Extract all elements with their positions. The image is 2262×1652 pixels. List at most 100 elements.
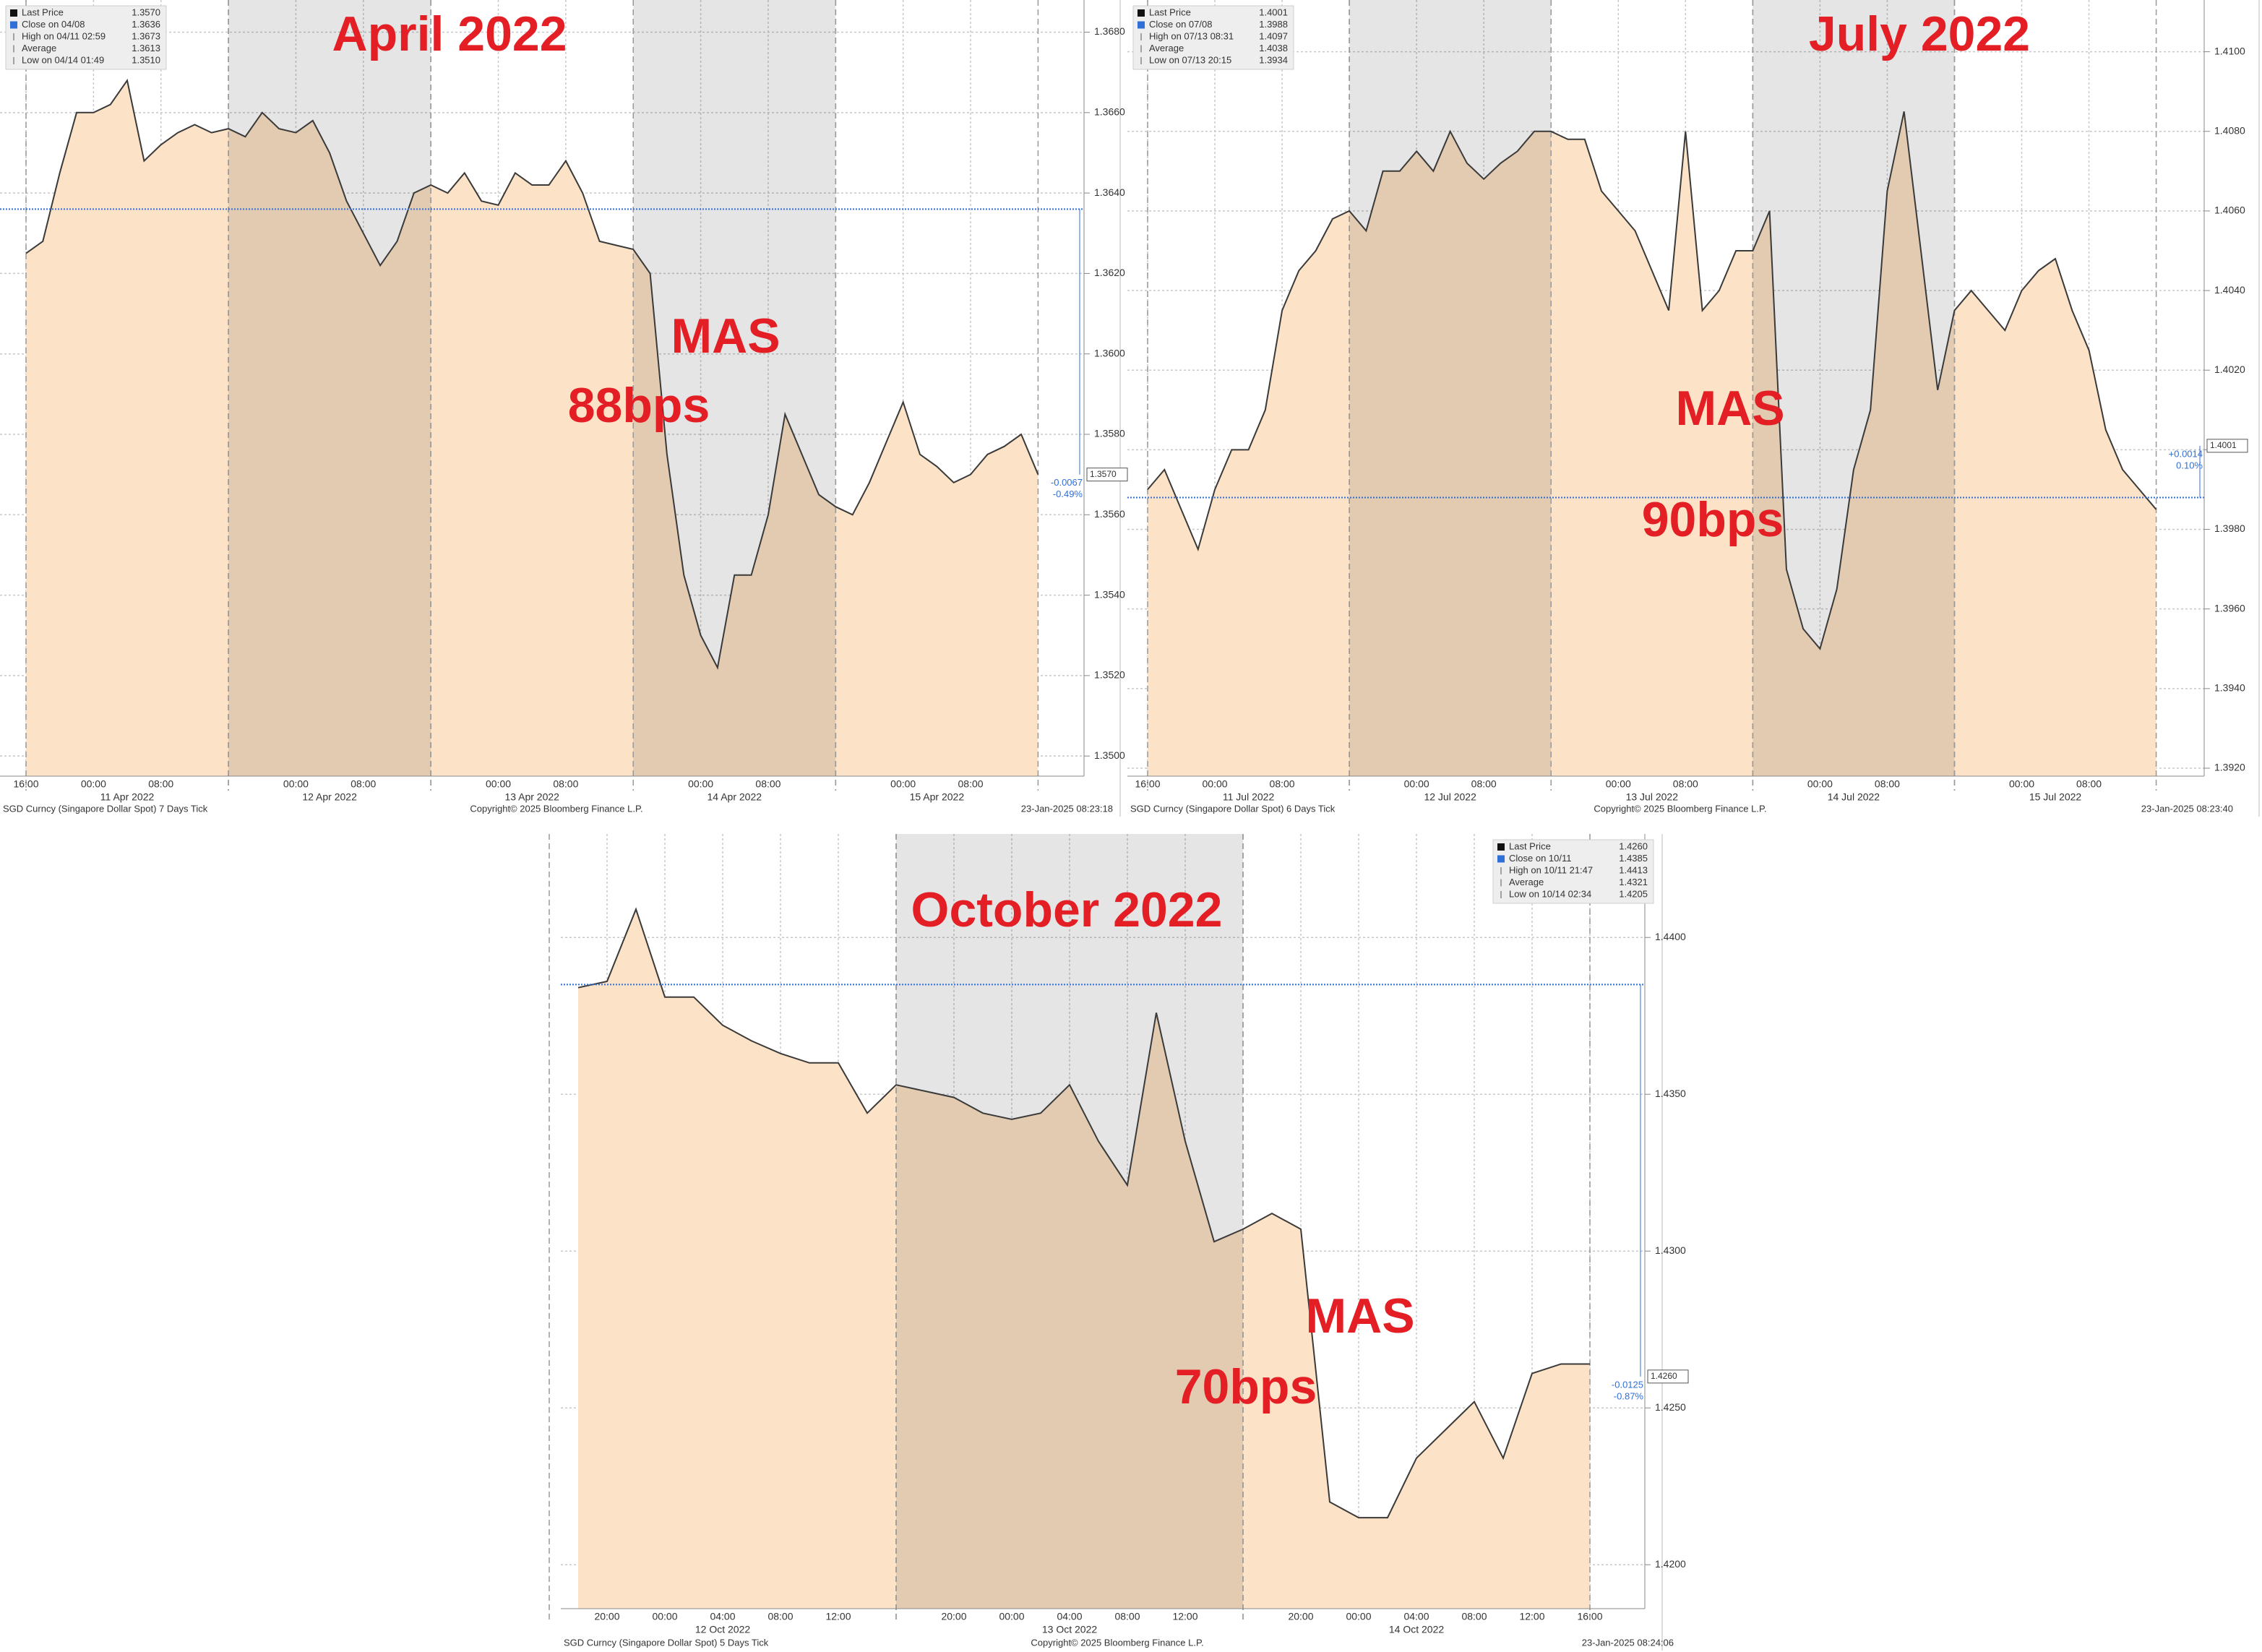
x-tick-label: 00:00 [890,778,916,790]
day-shade [633,0,836,776]
x-tick-label: 08:00 [2076,778,2102,790]
x-date-label: 14 Jul 2022 [1828,791,1880,803]
price-area [1148,111,2156,776]
annotation: 70bps [1175,1359,1317,1414]
x-tick-label: 08:00 [1875,778,1900,790]
x-tick-label: 00:00 [1404,778,1429,790]
x-date-label: 12 Apr 2022 [302,791,357,803]
x-date-label: 12 Jul 2022 [1424,791,1476,803]
y-tick-label: 1.3580 [1094,428,1125,439]
y-tick-label: 1.3500 [1094,749,1125,761]
legend-marker [1138,9,1145,17]
legend-name: Low on 10/14 02:34 [1509,888,1591,899]
change-label: -0.0125 [1612,1379,1643,1390]
x-tick-label: 00:00 [1807,778,1833,790]
legend-name: Average [22,43,56,53]
y-tick-label: 1.3680 [1094,25,1125,37]
y-tick-label: 1.3960 [2214,602,2245,614]
legend-name: High on 07/13 08:31 [1149,30,1234,41]
legend-value: 1.4205 [1619,888,1648,899]
y-tick-label: 1.4080 [2214,124,2245,136]
y-tick-label: 1.4020 [2214,363,2245,375]
last-price-tag [1647,1369,1689,1384]
x-tick-label: 08:00 [148,778,173,790]
legend-value: 1.4038 [1259,43,1288,53]
x-tick-label: 00:00 [1346,1611,1371,1622]
annotation: MAS [1675,381,1784,436]
y-tick-label: 1.3560 [1094,508,1125,520]
x-tick-label: 00:00 [486,778,511,790]
footer-text: SGD Curncy (Singapore Dollar Spot) 6 Day… [1130,803,1336,814]
y-tick-label: 1.3600 [1094,347,1125,358]
x-tick-label: 08:00 [755,778,780,790]
legend-name: High on 04/11 02:59 [22,30,106,41]
last-price-tag-label: 1.4001 [2210,440,2237,450]
change-label: +0.0014 [2169,448,2203,459]
day-shade [228,0,431,776]
x-date-label: 11 Jul 2022 [1223,791,1275,803]
y-tick-label: 1.3620 [1094,267,1125,278]
x-tick-label: 08:00 [1270,778,1295,790]
x-date-label: 15 Jul 2022 [2029,791,2082,803]
x-date-label: 13 Apr 2022 [504,791,559,803]
x-tick-label: 08:00 [767,1611,793,1622]
x-tick-label: 20:00 [941,1611,966,1622]
legend-value: 1.4001 [1259,7,1288,17]
x-tick-label: 00:00 [688,778,713,790]
price-line [577,907,1590,1519]
change-label: -0.0067 [1051,477,1083,488]
annotation: MAS [1305,1289,1414,1343]
legend-name: Average [1509,877,1544,887]
x-tick-label: 00:00 [1606,778,1631,790]
x-date-label: 13 Oct 2022 [1042,1624,1097,1635]
x-tick-label: 12:00 [825,1611,851,1622]
footer-text: Copyright© 2025 Bloomberg Finance L.P. [1031,1637,1203,1648]
x-tick-label: 08:00 [1461,1611,1487,1622]
legend-value: 1.3613 [132,43,160,53]
x-tick-label: 08:00 [958,778,984,790]
footer-text: Copyright© 2025 Bloomberg Finance L.P. [1594,803,1766,814]
last-price-tag-label: 1.3570 [1090,469,1117,479]
legend-value: 1.3673 [132,30,160,41]
y-tick-label: 1.3660 [1094,106,1125,118]
x-tick-label: 00:00 [1203,778,1228,790]
price-line [1147,111,2157,650]
legend-value: 1.4260 [1619,840,1648,851]
x-tick-label: 08:00 [351,778,376,790]
legend-name: Close on 04/08 [22,19,85,30]
day-shade [1349,0,1552,776]
x-tick-label: 04:00 [1403,1611,1429,1622]
y-tick-label: 1.3920 [2214,762,2245,773]
x-tick-label: 00:00 [2009,778,2034,790]
legend-box [5,5,167,70]
x-tick-label: 00:00 [999,1611,1024,1622]
legend-marker [1497,843,1505,851]
legend-box [1492,839,1654,904]
legend-marker [1497,855,1505,863]
legend-value: 1.4413 [1619,864,1648,875]
legend-name: Low on 07/13 20:15 [1149,54,1231,65]
legend-name: Average [1149,43,1184,53]
x-date-label: 14 Oct 2022 [1389,1624,1444,1635]
y-tick-label: 1.4400 [1655,931,1686,942]
price-area [578,909,1590,1609]
footer-text: Copyright© 2025 Bloomberg Finance L.P. [470,803,642,814]
x-tick-label: 08:00 [1471,778,1497,790]
footer-text: 23-Jan-2025 08:23:40 [2141,803,2233,814]
last-price-tag [2206,439,2248,453]
y-tick-label: 1.3520 [1094,669,1125,681]
change-label: -0.87% [1614,1390,1644,1401]
price-area [26,80,1038,777]
legend-name: Last Price [22,7,64,17]
y-tick-label: 1.4300 [1655,1244,1686,1256]
x-tick-label: 20:00 [1288,1611,1313,1622]
legend-marker [10,9,17,17]
day-shade [896,834,1243,1609]
legend-name: Low on 04/14 01:49 [22,54,104,65]
y-tick-label: 1.4100 [2214,45,2245,56]
x-tick-label: 12:00 [1172,1611,1197,1622]
legend-value: 1.3570 [132,7,160,17]
y-tick-label: 1.4250 [1655,1401,1686,1413]
x-tick-label: 08:00 [1673,778,1698,790]
